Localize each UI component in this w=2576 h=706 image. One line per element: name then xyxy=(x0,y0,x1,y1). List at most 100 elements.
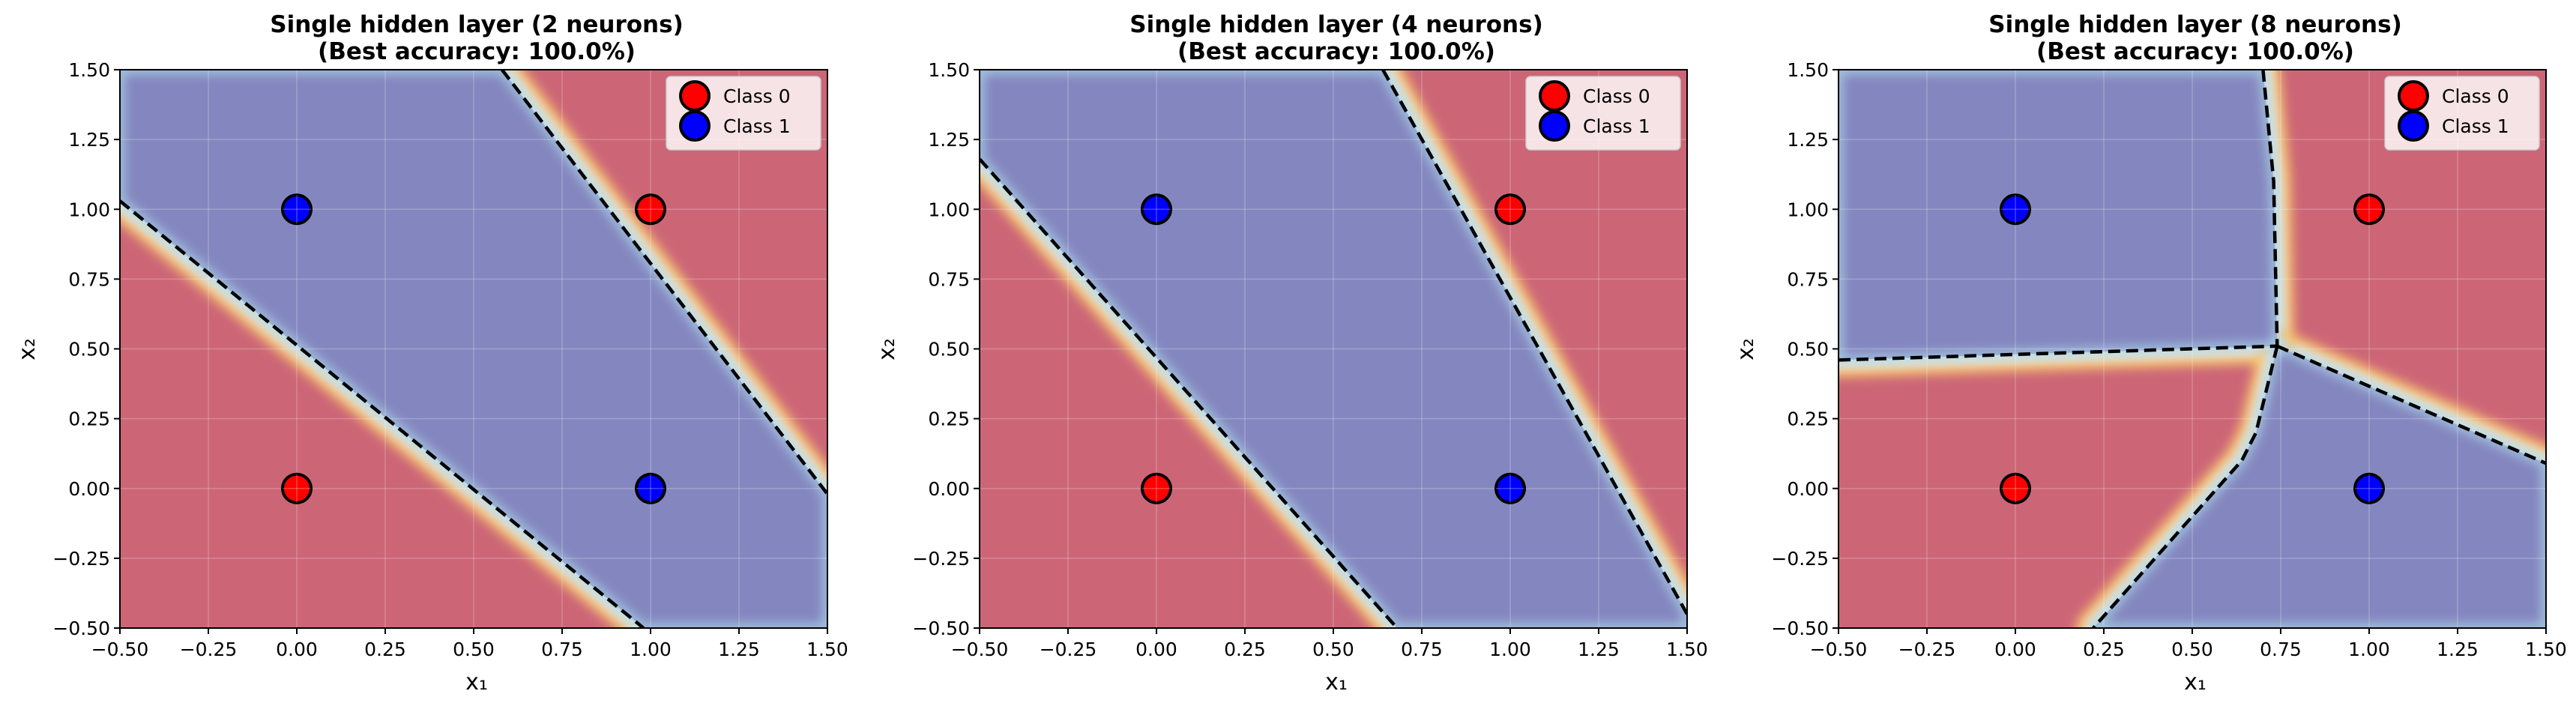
x-tick-label: 0.50 xyxy=(453,639,495,660)
legend-label: Class 1 xyxy=(2442,115,2509,137)
y-tick-label: 1.00 xyxy=(928,199,970,220)
data-point-class0 xyxy=(635,193,666,226)
chart-title-line1: Single hidden layer (4 neurons) xyxy=(1129,11,1543,38)
x-tick-label: 1.50 xyxy=(806,639,848,660)
point-marker xyxy=(635,193,666,226)
x-tick-label: −0.50 xyxy=(1810,639,1868,660)
data-point-class0 xyxy=(2000,472,2031,504)
legend: Class 0 Class 1 xyxy=(1525,76,1681,151)
legend-label: Class 0 xyxy=(1583,85,1650,107)
x-tick-label: 0.00 xyxy=(276,639,318,660)
point-marker xyxy=(1141,193,1172,226)
point-marker xyxy=(1494,472,1526,504)
y-tick-label: 1.25 xyxy=(928,129,970,151)
chart-title-line1: Single hidden layer (8 neurons) xyxy=(1988,11,2402,38)
point-marker xyxy=(281,193,313,226)
y-tick-label: 1.50 xyxy=(68,59,110,81)
y-tick-label: 0.25 xyxy=(928,408,970,430)
point-marker xyxy=(2000,472,2031,504)
x-tick-label: 0.25 xyxy=(364,639,406,660)
point-marker xyxy=(2353,472,2385,504)
x-tick-label: 1.25 xyxy=(2437,639,2479,660)
decision-boundary xyxy=(1839,344,2278,362)
x-tick-label: 1.50 xyxy=(2525,639,2567,660)
point-marker xyxy=(635,472,666,504)
decision-boundary xyxy=(2092,346,2279,628)
legend-label: Class 0 xyxy=(723,85,791,107)
point-marker xyxy=(1141,472,1172,504)
x-tick-label: 0.75 xyxy=(1401,639,1443,660)
plot-area: −0.50 −0.25 0.00 0.25 0.50 0.75 1.00 1.25 1.50 −0… xyxy=(912,59,1708,660)
plot-area: −0.50 −0.25 0.00 0.25 0.50 0.75 1.00 1.25 1.50 −0… xyxy=(1771,59,2567,660)
y-tick-label: 0.25 xyxy=(68,408,110,430)
x-axis-label: x₁ xyxy=(465,669,488,696)
data-point-class1 xyxy=(1494,472,1526,504)
grid xyxy=(980,70,1687,628)
data-point-class0 xyxy=(2353,193,2385,226)
y-tick-label: 1.50 xyxy=(1787,59,1829,81)
chart-title-line2: (Best accuracy: 100.0%) xyxy=(2036,38,2354,65)
data-point-class1 xyxy=(635,472,666,504)
legend-marker xyxy=(2398,110,2429,142)
x-tick-label: 1.50 xyxy=(1666,639,1708,660)
y-axis-label: x₂ xyxy=(874,338,900,360)
x-tick-label: 0.00 xyxy=(1994,639,2036,660)
y-tick-label: −0.50 xyxy=(52,618,110,639)
legend-marker xyxy=(1539,80,1570,112)
subplot-8-neurons: Single hidden layer (8 neurons) (Best ac… xyxy=(1733,11,2567,696)
plot-area: −0.50 −0.25 0.00 0.25 0.50 0.75 1.00 1.25 1.50 −0… xyxy=(52,59,848,660)
y-tick-label: −0.25 xyxy=(912,548,970,570)
y-axis-label: x₂ xyxy=(1733,338,1759,360)
y-tick-label: 1.00 xyxy=(68,199,110,220)
y-tick-label: 0.50 xyxy=(68,339,110,360)
y-tick-label: 0.00 xyxy=(1787,478,1829,500)
y-axis-label: x₂ xyxy=(14,338,40,360)
x-tick-label: 1.00 xyxy=(630,639,672,660)
y-tick-label: −0.50 xyxy=(1771,618,1829,639)
decision-surface xyxy=(1839,70,2546,628)
x-tick-label: 0.50 xyxy=(2171,639,2213,660)
x-tick-label: 1.25 xyxy=(1578,639,1620,660)
y-tick-label: 0.75 xyxy=(928,268,970,290)
legend-label: Class 1 xyxy=(1583,115,1650,137)
decision-boundary xyxy=(120,199,645,628)
y-tick-label: 0.50 xyxy=(928,339,970,360)
y-tick-label: 1.00 xyxy=(1787,199,1829,220)
y-tick-label: 1.50 xyxy=(928,59,970,81)
decision-boundary xyxy=(1381,70,1687,615)
class1-edge xyxy=(2088,340,2546,628)
legend-marker xyxy=(679,80,711,112)
subplot-4-neurons: Single hidden layer (4 neurons) (Best ac… xyxy=(874,11,1708,696)
x-tick-label: 0.00 xyxy=(1135,639,1177,660)
y-tick-label: 0.50 xyxy=(1787,339,1829,360)
point-marker xyxy=(1494,193,1526,226)
y-tick-label: 0.00 xyxy=(928,478,970,500)
x-tick-label: 0.75 xyxy=(541,639,583,660)
x-tick-label: 0.25 xyxy=(2083,639,2125,660)
point-marker xyxy=(2000,193,2031,226)
x-axis-label: x₁ xyxy=(2184,669,2207,696)
subplot-2-neurons: Single hidden layer (2 neurons) (Best ac… xyxy=(14,11,848,696)
x-tick-label: 1.25 xyxy=(718,639,760,660)
chart-title-line1: Single hidden layer (2 neurons) xyxy=(270,11,684,38)
data-point-class0 xyxy=(1141,472,1172,504)
decision-boundary xyxy=(2261,70,2279,346)
y-tick-label: −0.25 xyxy=(52,548,110,570)
point-marker xyxy=(281,472,313,504)
chart-title-line2: (Best accuracy: 100.0%) xyxy=(1177,38,1495,65)
legend-label: Class 1 xyxy=(723,115,791,137)
legend-label: Class 0 xyxy=(2442,85,2509,107)
decision-boundary xyxy=(980,157,1399,628)
legend-marker xyxy=(679,110,711,142)
data-point-class1 xyxy=(1141,193,1172,226)
legend: Class 0 Class 1 xyxy=(666,76,821,151)
data-point-class1 xyxy=(281,193,313,226)
y-tick-label: −0.50 xyxy=(912,618,970,639)
x-tick-label: −0.25 xyxy=(1040,639,1097,660)
x-tick-label: 0.25 xyxy=(1224,639,1266,660)
class1-region xyxy=(1839,70,2278,360)
x-tick-label: −0.50 xyxy=(951,639,1009,660)
x-tick-label: 0.75 xyxy=(2260,639,2302,660)
data-point-class0 xyxy=(1494,193,1526,226)
